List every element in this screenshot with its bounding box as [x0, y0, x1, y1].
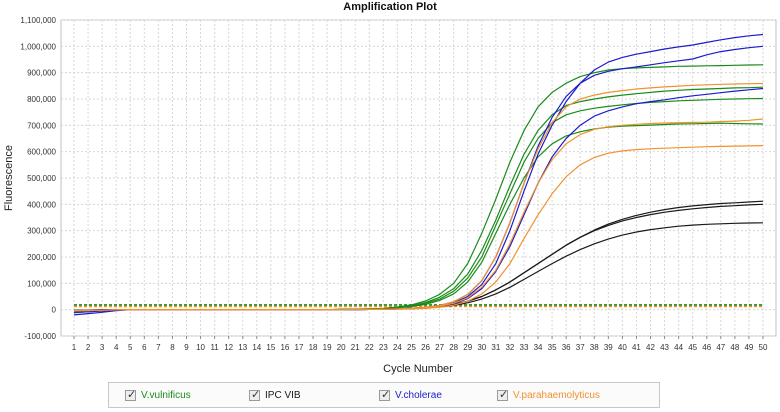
y-tick-label: 1,000,000	[20, 42, 56, 51]
x-tick-label: 48	[730, 343, 739, 352]
x-tick-label: 43	[660, 343, 669, 352]
x-tick-label: 16	[280, 343, 289, 352]
x-tick-label: 17	[295, 343, 304, 352]
x-tick-label: 27	[435, 343, 444, 352]
amplification-curves	[73, 33, 764, 316]
x-tick-label: 22	[365, 343, 374, 352]
x-tick-label: 3	[100, 343, 105, 352]
legend-item-vparahaemolyticus[interactable]: V.parahaemolyticus	[497, 388, 637, 401]
x-tick-label: 29	[463, 343, 472, 352]
x-tick-label: 47	[716, 343, 725, 352]
x-tick-label: 30	[477, 343, 486, 352]
x-tick-label: 37	[576, 343, 585, 352]
legend: V.vulnificus IPC VIB V.cholerae V.paraha…	[108, 382, 660, 408]
x-tick-label: 45	[688, 343, 697, 352]
x-tick-label: 38	[590, 343, 599, 352]
x-tick-label: 32	[505, 343, 514, 352]
legend-checkbox[interactable]	[379, 388, 390, 401]
y-tick-label: 0	[52, 306, 57, 315]
y-tick-label: 900,000	[27, 69, 56, 78]
x-tick-label: 6	[142, 343, 147, 352]
y-tick-label: 1,100,000	[20, 16, 56, 25]
y-tick-label: 800,000	[27, 95, 56, 104]
x-tick-label: 7	[156, 343, 161, 352]
legend-checkbox[interactable]	[125, 388, 136, 401]
x-tick-label: 42	[646, 343, 655, 352]
x-tick-label: 33	[520, 343, 529, 352]
y-axis-label: Fluorescence	[3, 145, 15, 211]
x-tick-label: 11	[210, 343, 219, 352]
x-tick-label: 23	[379, 343, 388, 352]
x-tick-label: 39	[604, 343, 613, 352]
y-tick-label: 600,000	[27, 148, 56, 157]
x-tick-label: 9	[184, 343, 189, 352]
x-tick-label: 49	[744, 343, 753, 352]
y-tick-label: 400,000	[27, 200, 56, 209]
y-tick-label: 700,000	[27, 121, 56, 130]
x-tick-label: 34	[534, 343, 543, 352]
chart-title: Amplification Plot	[343, 1, 437, 13]
x-axis-ticks: 1 2 3 4 5 6 7 8 9 10 11 12 13 14 15 16 17 18 19 20 21 22 23 24 2…	[72, 336, 768, 352]
x-tick-label: 18	[309, 343, 318, 352]
legend-label: IPC VIB	[265, 389, 301, 401]
x-tick-label: 28	[449, 343, 458, 352]
x-tick-label: 5	[128, 343, 133, 352]
x-tick-label: 2	[86, 343, 91, 352]
amplification-plot: -100,000 0 100,000 200,000 300,000 400,000 500…	[3, 16, 777, 375]
x-tick-label: 12	[224, 343, 233, 352]
legend-item-ipc-vib[interactable]: IPC VIB	[249, 388, 379, 401]
x-tick-label: 13	[238, 343, 247, 352]
x-tick-label: 50	[759, 343, 768, 352]
legend-label: V.cholerae	[395, 389, 442, 401]
x-tick-label: 8	[170, 343, 175, 352]
x-tick-label: 41	[632, 343, 641, 352]
series-line	[73, 145, 764, 312]
x-tick-label: 31	[491, 343, 500, 352]
x-tick-label: 1	[72, 343, 77, 352]
x-tick-label: 24	[393, 343, 402, 352]
y-tick-label: -100,000	[24, 332, 56, 341]
x-tick-label: 10	[196, 343, 205, 352]
x-tick-label: 46	[702, 343, 711, 352]
x-axis-label: Cycle Number	[383, 363, 453, 375]
legend-item-vvulnificus[interactable]: V.vulnificus	[125, 388, 249, 401]
x-tick-label: 21	[351, 343, 360, 352]
legend-label: V.parahaemolyticus	[513, 389, 600, 401]
x-tick-label: 26	[421, 343, 430, 352]
legend-checkbox[interactable]	[249, 388, 260, 401]
x-tick-label: 14	[252, 343, 261, 352]
x-tick-label: 20	[337, 343, 346, 352]
y-tick-label: 200,000	[27, 253, 56, 262]
x-tick-label: 44	[674, 343, 683, 352]
x-tick-label: 4	[114, 343, 119, 352]
legend-item-vcholerae[interactable]: V.cholerae	[379, 388, 497, 401]
x-tick-label: 15	[266, 343, 275, 352]
legend-checkbox[interactable]	[497, 388, 508, 401]
x-tick-label: 25	[407, 343, 416, 352]
y-tick-label: 300,000	[27, 227, 56, 236]
grid-lines	[61, 19, 776, 337]
y-axis-ticks: -100,000 0 100,000 200,000 300,000 400,000 500…	[20, 16, 56, 341]
x-tick-label: 35	[548, 343, 557, 352]
x-tick-label: 40	[618, 343, 627, 352]
x-tick-label: 19	[323, 343, 332, 352]
legend-label: V.vulnificus	[141, 389, 191, 401]
y-tick-label: 100,000	[27, 279, 56, 288]
y-tick-label: 500,000	[27, 174, 56, 183]
x-tick-label: 36	[562, 343, 571, 352]
